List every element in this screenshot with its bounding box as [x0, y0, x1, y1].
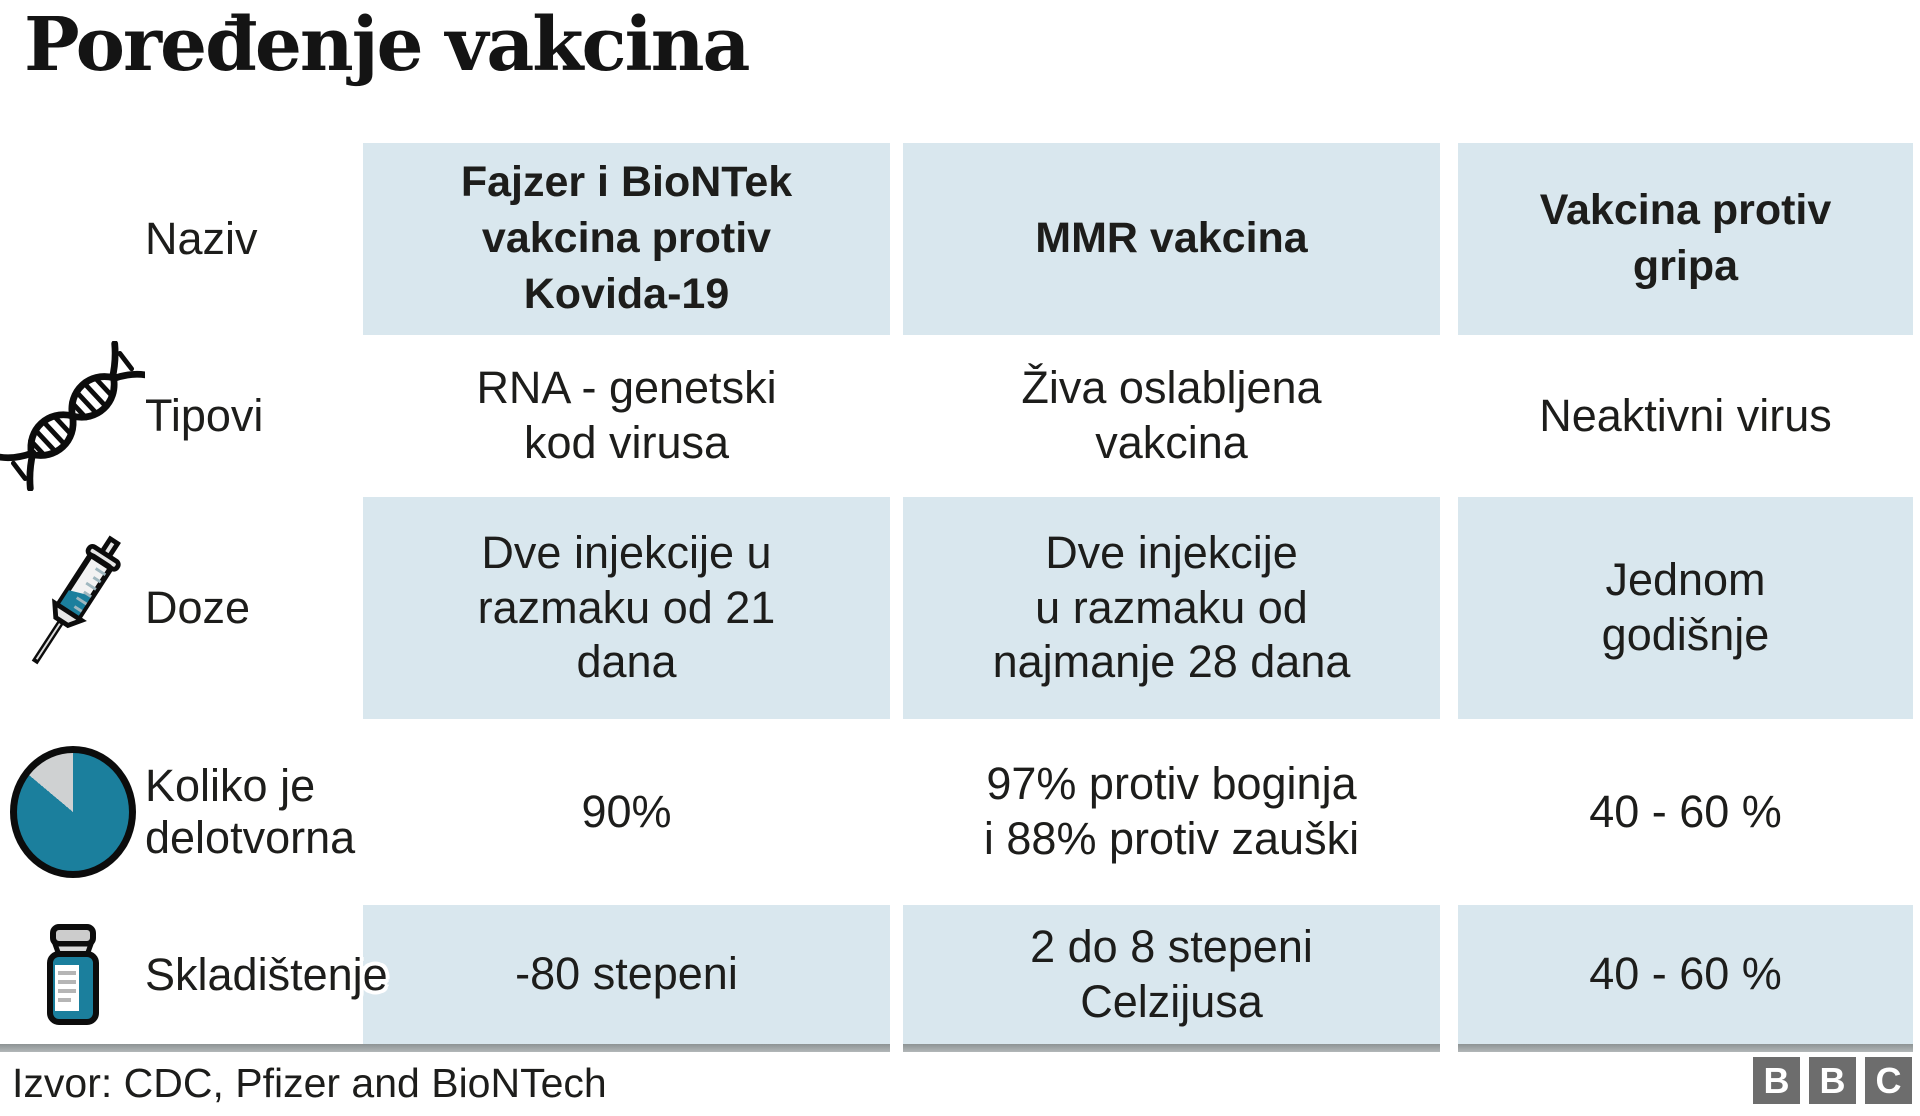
bbc-logo-block: B	[1753, 1057, 1800, 1104]
table-bottom-rule	[1440, 1044, 1913, 1052]
syringe-icon	[0, 526, 145, 691]
cell-value: -80 stepeni	[515, 948, 738, 1000]
cell-doze-pfizer: Dve injekcije u razmaku od 21 dana	[363, 497, 890, 719]
row-label-delotvornost: Koliko je delotvorna	[145, 760, 356, 863]
row-label-naziv: Naziv	[145, 213, 258, 265]
bbc-logo-block: C	[1865, 1057, 1912, 1104]
cell-tipovi-flu: Neaktivni virus	[1440, 335, 1913, 497]
cell-skladistenje-flu: 40 - 60 %	[1440, 905, 1913, 1044]
cell-doze-flu: Jednom godišnje	[1440, 497, 1913, 719]
cell-delotvornost-flu: 40 - 60 %	[1440, 719, 1913, 905]
cell-value: 40 - 60 %	[1589, 948, 1782, 1000]
cell-value: RNA - genetski kod virusa	[476, 362, 777, 468]
cell-value: Dve injekcije u razmaku od najmanje 28 d…	[992, 526, 1351, 688]
table-bottom-rule	[0, 1044, 890, 1052]
cell-value: Neaktivni virus	[1539, 389, 1832, 441]
column-header-label: Fajzer i BioNTek vakcina protiv Kovida-1…	[460, 158, 793, 318]
cell-value: 2 do 8 stepeni Celzijusa	[1030, 920, 1313, 1027]
cell-value: Jednom godišnje	[1601, 554, 1770, 660]
source-credit: Izvor: CDC, Pfizer and BioNTech	[12, 1060, 607, 1106]
cell-skladistenje-pfizer: -80 stepeni	[363, 905, 890, 1044]
cell-value: 97% protiv boginja i 88% protiv zauški	[983, 758, 1360, 864]
cell-tipovi-mmr: Živa oslabljena vakcina	[890, 335, 1440, 497]
cell-value: Živa oslabljena vakcina	[1021, 362, 1322, 468]
cell-value: 40 - 60 %	[1589, 785, 1782, 837]
bbc-logo: B B C	[1753, 1057, 1912, 1104]
row-header-skladistenje: Skladištenje	[0, 905, 388, 1044]
cell-doze-mmr: Dve injekcije u razmaku od najmanje 28 d…	[890, 497, 1440, 719]
column-header-label: MMR vakcina	[1035, 214, 1308, 263]
comparison-table: Naziv Fajzer i BioNTek vakcina protiv Ko…	[0, 143, 1913, 1052]
row-label-skladistenje: Skladištenje	[145, 948, 388, 1000]
row-header-delotvornost: Koliko je delotvorna	[0, 719, 363, 905]
row-header-doze: Doze	[0, 497, 363, 719]
column-header-pfizer: Fajzer i BioNTek vakcina protiv Kovida-1…	[363, 143, 890, 335]
table-bottom-rule	[890, 1044, 1440, 1052]
column-header-mmr: MMR vakcina	[890, 143, 1440, 335]
column-header-label: Vakcina protiv gripa	[1539, 186, 1832, 290]
cell-value: 90%	[581, 785, 672, 837]
cell-skladistenje-mmr: 2 do 8 stepeni Celzijusa	[890, 905, 1440, 1044]
cell-delotvornost-mmr: 97% protiv boginja i 88% protiv zauški	[890, 719, 1440, 905]
column-header-flu: Vakcina protiv gripa	[1440, 143, 1913, 335]
corner-cell: Naziv	[0, 143, 363, 335]
page-title: Poređenje vakcina	[24, 2, 750, 88]
vial-icon	[0, 923, 145, 1027]
pie-chart-icon	[0, 746, 145, 878]
dna-icon	[0, 341, 145, 491]
row-label-doze: Doze	[145, 582, 251, 634]
bbc-logo-block: B	[1809, 1057, 1856, 1104]
row-header-tipovi: Tipovi	[0, 335, 363, 497]
cell-value: Dve injekcije u razmaku od 21 dana	[477, 526, 776, 688]
cell-tipovi-pfizer: RNA - genetski kod virusa	[363, 335, 890, 497]
row-label-tipovi: Tipovi	[145, 390, 264, 442]
cell-delotvornost-pfizer: 90%	[363, 719, 890, 905]
